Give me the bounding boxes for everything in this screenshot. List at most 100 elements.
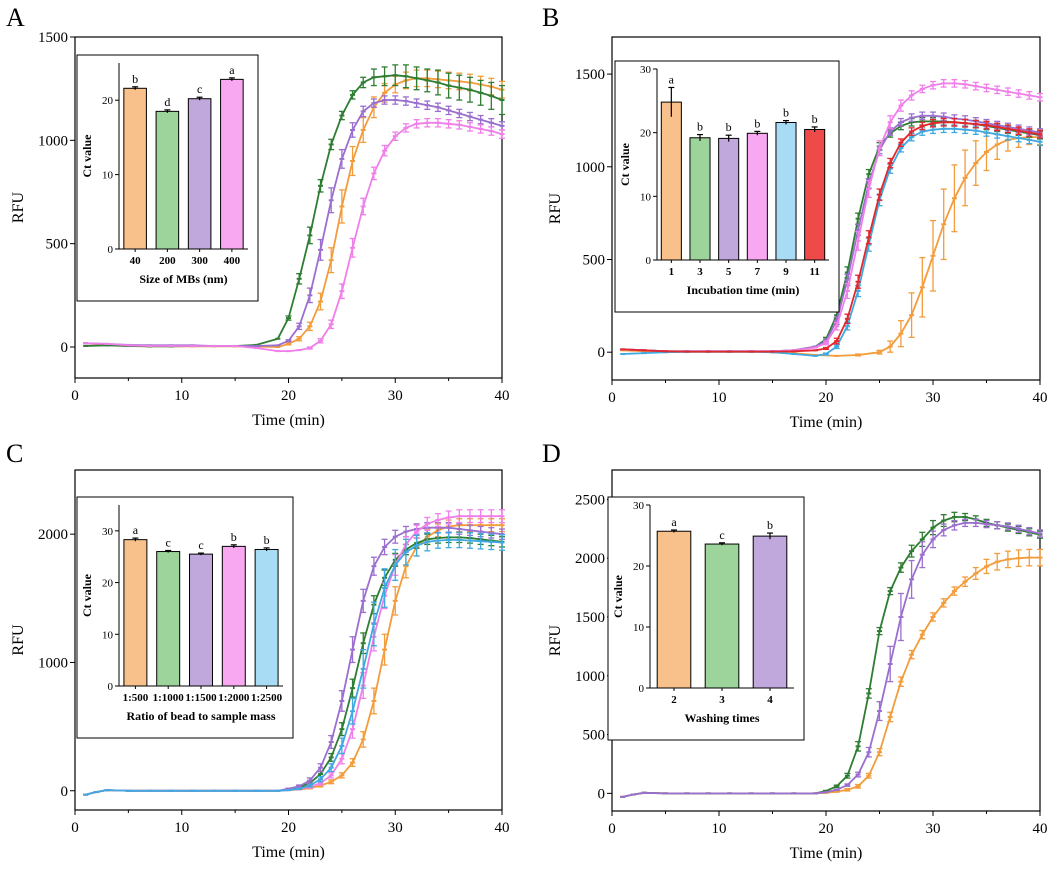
y-tick-label: 2000 [38, 527, 68, 543]
y-tick-label: 1000 [575, 160, 605, 176]
inset-bar-chart: 0 10 20 30 a 2 c 3 b 4 Washing times Ct value [607, 496, 805, 741]
inset-bar [752, 535, 788, 689]
y-axis-label: RFU [10, 624, 27, 656]
x-axis-label: Time (min) [252, 412, 325, 429]
x-tick-label: 20 [281, 820, 296, 836]
series-2 [620, 518, 1043, 798]
inset-x-tick-label: 3 [719, 694, 725, 706]
inset-y-axis-label: Ct value [80, 573, 94, 617]
inset-bar [155, 110, 180, 250]
x-tick-label: 10 [174, 820, 189, 836]
inset-bar [718, 137, 740, 261]
inset-bar [746, 132, 768, 261]
series-4 [83, 531, 505, 796]
x-tick-label: 40 [1033, 390, 1048, 406]
inset-x-axis-label: Ratio of bead to sample mass [127, 709, 276, 723]
x-tick-label: 0 [71, 388, 79, 404]
y-tick-label: 1000 [38, 133, 68, 149]
inset-y-axis-label: Ct value [618, 142, 632, 186]
inset-x-tick-label: 1:1500 [185, 692, 217, 704]
inset-y-tick-label: 0 [646, 255, 652, 267]
inset-significance-letter: b [767, 518, 773, 532]
inset-y-tick-label: 20 [633, 561, 645, 573]
x-axis-label: Time (min) [790, 845, 863, 862]
x-axis-label: Time (min) [252, 844, 325, 861]
inset-x-tick-label: 1:2500 [251, 692, 283, 704]
inset-significance-letter: c [719, 528, 724, 542]
inset-bar [689, 137, 711, 261]
inset-x-tick-label: 1:1000 [153, 692, 185, 704]
inset-y-tick-label: 10 [640, 191, 652, 203]
inset-bar [775, 121, 797, 261]
inset-y-tick-label: 0 [108, 681, 114, 693]
inset-significance-letter: a [671, 515, 677, 529]
y-tick-label: 1500 [575, 67, 605, 83]
inset-y-tick-label: 20 [102, 578, 114, 590]
inset-x-tick-label: 1:2000 [218, 692, 250, 704]
inset-x-axis-label: Incubation time (min) [687, 283, 800, 297]
inset-x-tick-label: 300 [191, 255, 208, 267]
x-tick-label: 0 [608, 821, 616, 837]
x-tick-label: 20 [281, 388, 296, 404]
inset-x-tick-label: 400 [224, 255, 241, 267]
y-axis-label: RFU [547, 624, 564, 656]
x-tick-label: 10 [712, 390, 727, 406]
inset-significance-letter: a [133, 523, 139, 537]
x-tick-label: 0 [608, 390, 616, 406]
y-tick-label: 1000 [575, 669, 605, 685]
inset-bar [660, 101, 682, 261]
inset-significance-letter: c [198, 538, 203, 552]
x-tick-label: 30 [388, 820, 403, 836]
panel-b: B 0 10 20 30 40 0 500 1000 1500 Time (min) RFU 0 10 20… [542, 3, 1048, 431]
inset-bar [254, 548, 279, 687]
y-tick-label: 2500 [575, 492, 605, 508]
inset-significance-letter: c [166, 536, 171, 550]
panel-c: C 0 10 20 30 40 0 1000 2000 Time (min) RFU 0 10 20 30 a… [6, 439, 510, 861]
series-3 [83, 117, 505, 353]
inset-significance-letter: b [754, 116, 760, 130]
panel-letter: A [6, 3, 25, 32]
inset-y-tick-label: 10 [102, 170, 114, 182]
x-tick-label: 20 [819, 821, 834, 837]
inset-significance-letter: b [264, 533, 270, 547]
inset-significance-letter: b [697, 120, 703, 134]
inset-x-tick-label: 40 [130, 255, 142, 267]
inset-y-tick-label: 30 [633, 500, 645, 512]
inset-x-tick-label: 3 [697, 266, 703, 278]
inset-x-tick-label: 4 [767, 694, 773, 706]
x-axis-label: Time (min) [790, 414, 863, 431]
inset-significance-letter: d [164, 95, 170, 109]
panel-letter: B [542, 3, 559, 32]
inset-significance-letter: b [726, 120, 732, 134]
inset-bar [156, 551, 181, 687]
y-tick-label: 0 [61, 340, 69, 356]
y-tick-label: 0 [598, 345, 606, 361]
y-axis-label: RFU [10, 191, 27, 223]
x-tick-label: 40 [495, 388, 510, 404]
y-tick-label: 500 [46, 237, 69, 253]
y-tick-label: 500 [583, 252, 606, 268]
series-5 [620, 117, 1043, 353]
y-tick-label: 1500 [575, 610, 605, 626]
y-tick-label: 0 [61, 784, 69, 800]
inset-x-tick-label: 7 [755, 266, 761, 278]
inset-y-tick-label: 20 [102, 95, 114, 107]
x-tick-label: 40 [495, 820, 510, 836]
y-tick-label: 0 [598, 786, 606, 802]
x-tick-label: 0 [71, 820, 79, 836]
inset-x-tick-label: 2 [671, 694, 677, 706]
x-tick-label: 40 [1033, 821, 1048, 837]
inset-y-tick-label: 0 [639, 683, 645, 695]
inset-x-tick-label: 9 [783, 266, 789, 278]
inset-bar [187, 98, 212, 250]
x-tick-label: 30 [926, 390, 941, 406]
inset-significance-letter: a [669, 72, 675, 86]
inset-x-tick-label: 200 [159, 255, 176, 267]
x-tick-label: 20 [819, 390, 834, 406]
x-tick-label: 30 [926, 821, 941, 837]
inset-x-axis-label: Washing times [684, 711, 759, 725]
x-tick-label: 30 [388, 388, 403, 404]
inset-bar [220, 78, 244, 250]
